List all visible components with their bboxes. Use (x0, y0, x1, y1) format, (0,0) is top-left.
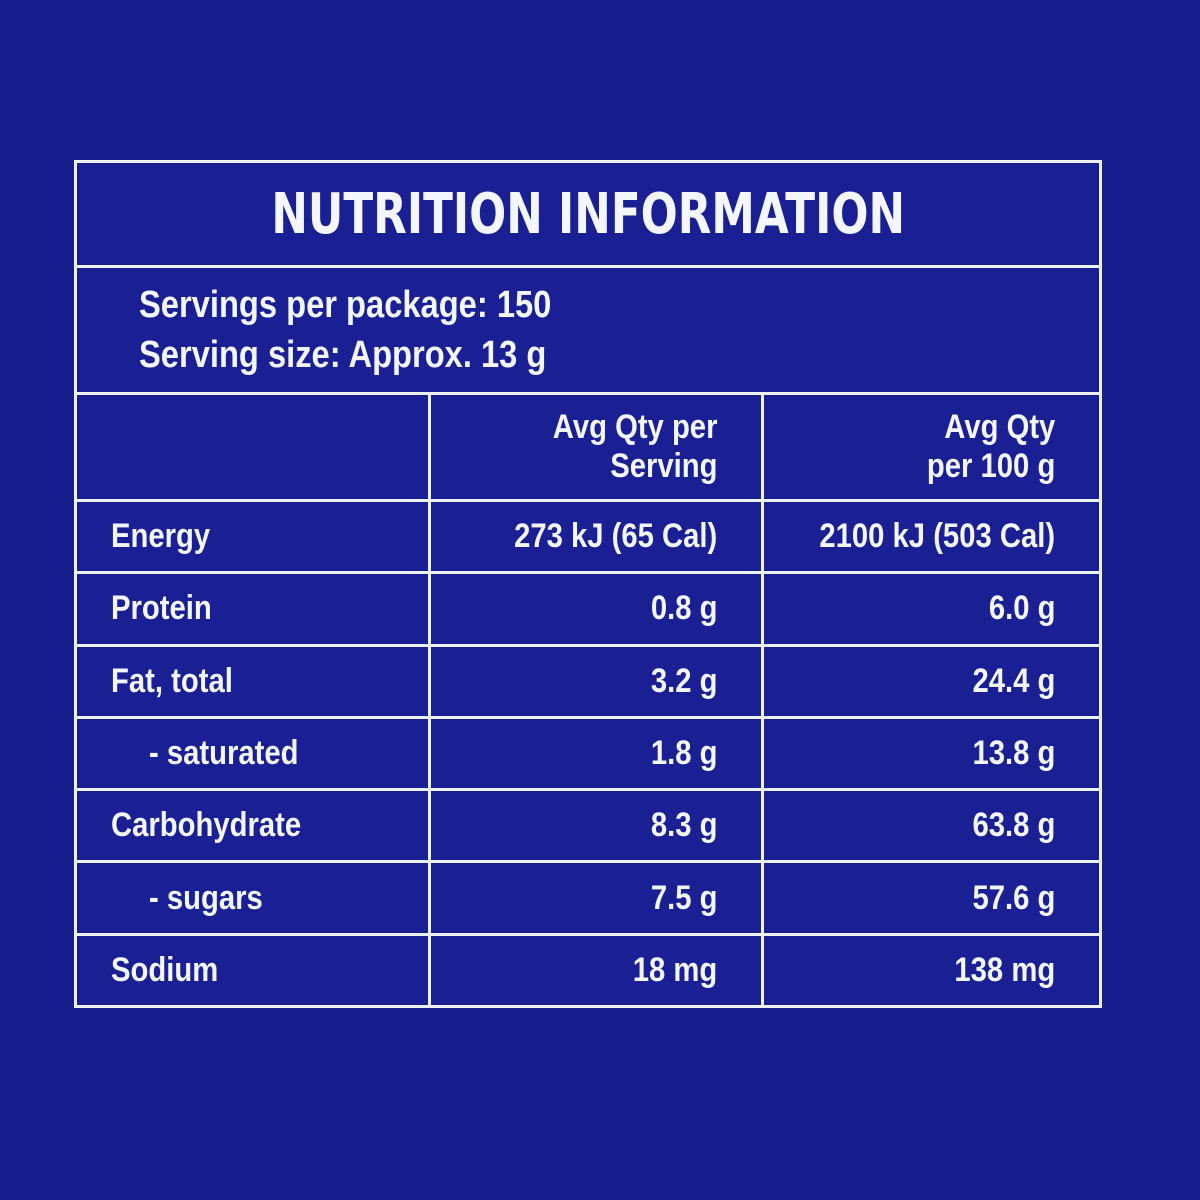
row-label: Sodium (111, 950, 219, 989)
header-empty-cell (77, 395, 428, 499)
row-per-100g-cell: 6.0 g (764, 574, 1099, 644)
row-per-serving-cell: 1.8 g (431, 718, 761, 789)
serving-info-box: Servings per package: 150 Serving size: … (77, 268, 1099, 392)
row-per-serving-cell: 8.3 g (431, 791, 761, 861)
row-label: Carbohydrate (111, 806, 302, 845)
panel-title: NUTRITION INFORMATION (271, 181, 905, 247)
table-row-sodium: Sodium 18 mg 138 mg (77, 935, 1099, 1005)
row-label-cell: Carbohydrate (77, 791, 428, 861)
row-label-cell: Fat, total (77, 646, 428, 716)
row-per-serving-value: 0.8 g (650, 589, 717, 628)
row-label: Protein (111, 589, 212, 628)
serving-size-text: Serving size: Approx. 13 g (139, 334, 547, 376)
panel-title-box: NUTRITION INFORMATION (77, 163, 1099, 265)
header-cell-per-serving: Avg Qty per Serving (431, 395, 761, 499)
row-per-serving-cell: 18 mg (431, 935, 761, 1005)
row-label-cell: Protein (77, 574, 428, 644)
row-per-100g-value: 63.8 g (972, 806, 1055, 845)
table-row-fat-total: Fat, total 3.2 g 24.4 g (77, 646, 1099, 716)
row-per-100g-value: 13.8 g (972, 733, 1055, 772)
row-per-serving-value: 273 kJ (65 Cal) (513, 517, 717, 556)
row-per-100g-cell: 138 mg (764, 935, 1099, 1005)
row-per-100g-value: 138 mg (954, 950, 1055, 989)
row-per-serving-value: 18 mg (632, 950, 717, 989)
row-per-100g-cell: 57.6 g (764, 863, 1099, 933)
header-cell-per-100g: Avg Qty per 100 g (764, 395, 1099, 499)
row-per-100g-value: 57.6 g (972, 878, 1055, 917)
col-header-avg-qty-per-serving: Avg Qty per Serving (552, 407, 717, 485)
row-per-serving-cell: 3.2 g (431, 646, 761, 716)
row-per-serving-cell: 0.8 g (431, 574, 761, 644)
table-row-energy: Energy 273 kJ (65 Cal) 2100 kJ (503 Cal) (77, 502, 1099, 572)
row-per-serving-cell: 7.5 g (431, 863, 761, 933)
row-per-100g-value: 2100 kJ (503 Cal) (819, 517, 1055, 556)
row-per-100g-value: 24.4 g (972, 661, 1055, 700)
col-header-avg-qty-per-100g: Avg Qty per 100 g (926, 407, 1055, 485)
row-label: Energy (111, 517, 211, 556)
row-per-100g-cell: 2100 kJ (503 Cal) (764, 502, 1099, 572)
servings-per-package-text: Servings per package: 150 (139, 283, 552, 326)
row-per-serving-value: 3.2 g (650, 661, 717, 700)
table-row-protein: Protein 0.8 g 6.0 g (77, 574, 1099, 644)
row-label: - saturated (149, 733, 299, 772)
row-per-100g-cell: 63.8 g (764, 791, 1099, 861)
nutrition-information-panel: NUTRITION INFORMATION Servings per packa… (74, 160, 1102, 1008)
row-per-serving-value: 8.3 g (650, 806, 717, 845)
row-per-100g-cell: 24.4 g (764, 646, 1099, 716)
row-per-100g-value: 6.0 g (988, 589, 1055, 628)
row-per-serving-value: 7.5 g (650, 878, 717, 917)
row-label-cell: - saturated (77, 718, 428, 789)
row-label-cell: Energy (77, 502, 428, 572)
table-row-saturated: - saturated 1.8 g 13.8 g (77, 718, 1099, 789)
row-per-serving-value: 1.8 g (650, 733, 717, 772)
row-label-cell: - sugars (77, 863, 428, 933)
row-label: - sugars (149, 878, 263, 917)
table-header-row: Avg Qty per Serving Avg Qty per 100 g (77, 395, 1099, 499)
row-label-cell: Sodium (77, 935, 428, 1005)
row-per-serving-cell: 273 kJ (65 Cal) (431, 502, 761, 572)
table-row-sugars: - sugars 7.5 g 57.6 g (77, 863, 1099, 933)
row-per-100g-cell: 13.8 g (764, 718, 1099, 789)
table-row-carbohydrate: Carbohydrate 8.3 g 63.8 g (77, 791, 1099, 861)
row-label: Fat, total (111, 661, 233, 700)
